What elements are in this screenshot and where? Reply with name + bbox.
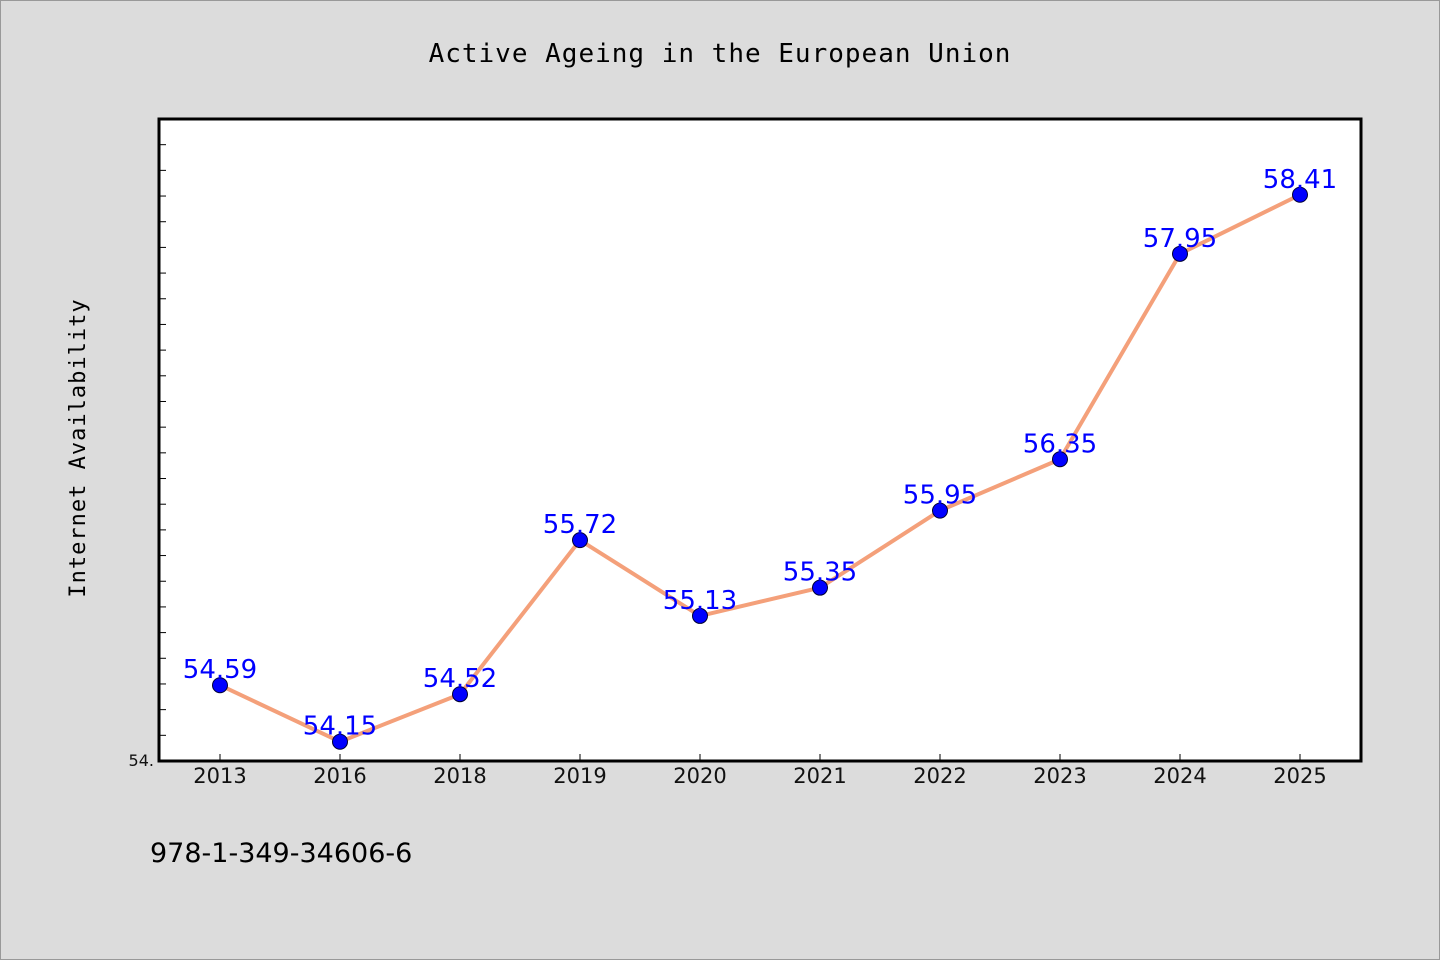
x-tick-label: 2016 [313,764,366,788]
x-tick-label: 2025 [1273,764,1326,788]
data-point-label: 54.52 [423,664,497,694]
data-point-label: 55.35 [783,558,857,588]
data-point-marker [1052,451,1068,468]
x-tick-label: 2018 [433,764,486,788]
x-tick-label: 2013 [193,764,246,788]
data-point-label: 58.41 [1263,165,1337,195]
data-point-label: 56.35 [1023,429,1097,459]
x-axis-tick-labels: 2013 2016 2018 2019 2020 2021 2022 2023 2024 2025 [193,764,1326,788]
data-point-marker [452,686,468,703]
data-point-marker [692,607,708,624]
x-tick-label: 2024 [1153,764,1206,788]
y-axis-ticks [159,118,166,762]
data-labels: 54.59 54.15 54.52 55.72 55.13 55.35 55.95 56.35… [183,165,1337,742]
data-point-marker [332,733,348,750]
data-point-marker [812,579,828,596]
data-point-label: 54.59 [183,655,257,685]
x-tick-label: 2020 [673,764,726,788]
data-point-label: 55.13 [663,586,737,616]
data-point-label: 57.95 [1143,224,1217,254]
data-point-marker [1172,245,1188,262]
x-axis-ticks [219,754,1301,761]
data-point-marker [212,677,228,694]
y-tick-label: 54. [129,751,154,770]
data-point-marker [932,502,948,519]
data-point-label: 55.95 [903,481,977,511]
data-point-label: 54.15 [303,712,377,742]
series-line [219,192,1301,744]
x-tick-label: 2022 [913,764,966,788]
series-markers [212,186,1308,750]
data-point-marker [572,532,588,549]
data-point-marker [1292,186,1308,203]
y-axis-label: Internet Availability [66,298,91,597]
plot-area [157,117,1363,763]
footnote-isbn: 978-1-349-34606-6 [150,838,412,869]
x-tick-label: 2023 [1033,764,1086,788]
x-tick-label: 2019 [553,764,606,788]
data-point-label: 55.72 [543,510,617,540]
x-tick-label: 2021 [793,764,846,788]
chart-title: Active Ageing in the European Union [429,39,1012,69]
